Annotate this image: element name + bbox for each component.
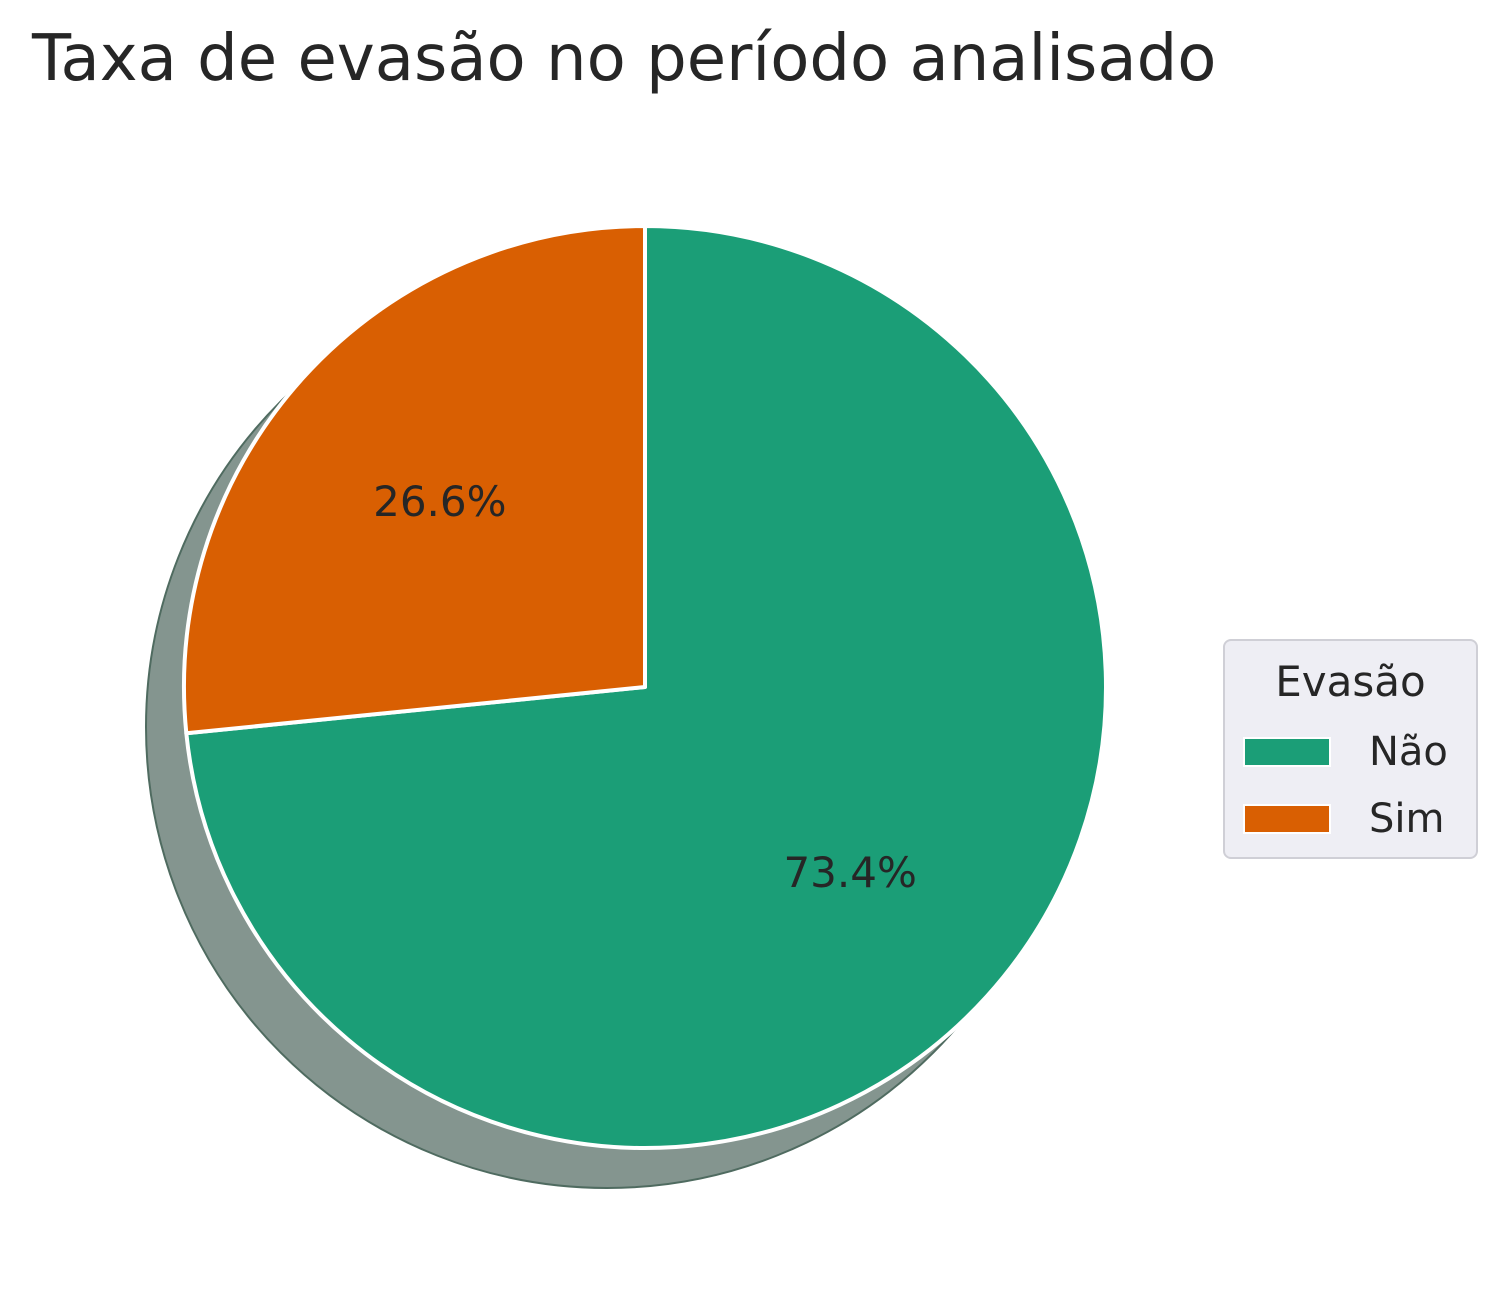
legend: Evasão Não Sim [1223, 639, 1478, 859]
pie-slice-sim [182, 224, 647, 736]
legend-swatch-nao [1243, 737, 1331, 767]
legend-title: Evasão [1275, 657, 1426, 706]
chart-title: Taxa de evasão no período analisado [32, 22, 1217, 96]
pie-value-label-sim: 26.6% [373, 477, 506, 526]
pie-value-label-nao: 73.4% [783, 848, 916, 897]
legend-label-sim: Sim [1369, 796, 1445, 842]
legend-label-nao: Não [1369, 729, 1448, 775]
pie-labels: 73.4% 26.6% [373, 477, 917, 897]
pie-slices [182, 224, 1108, 1150]
legend-item-nao: Não [1243, 727, 1448, 777]
legend-swatch-sim [1243, 804, 1331, 834]
legend-item-sim: Sim [1243, 794, 1444, 844]
